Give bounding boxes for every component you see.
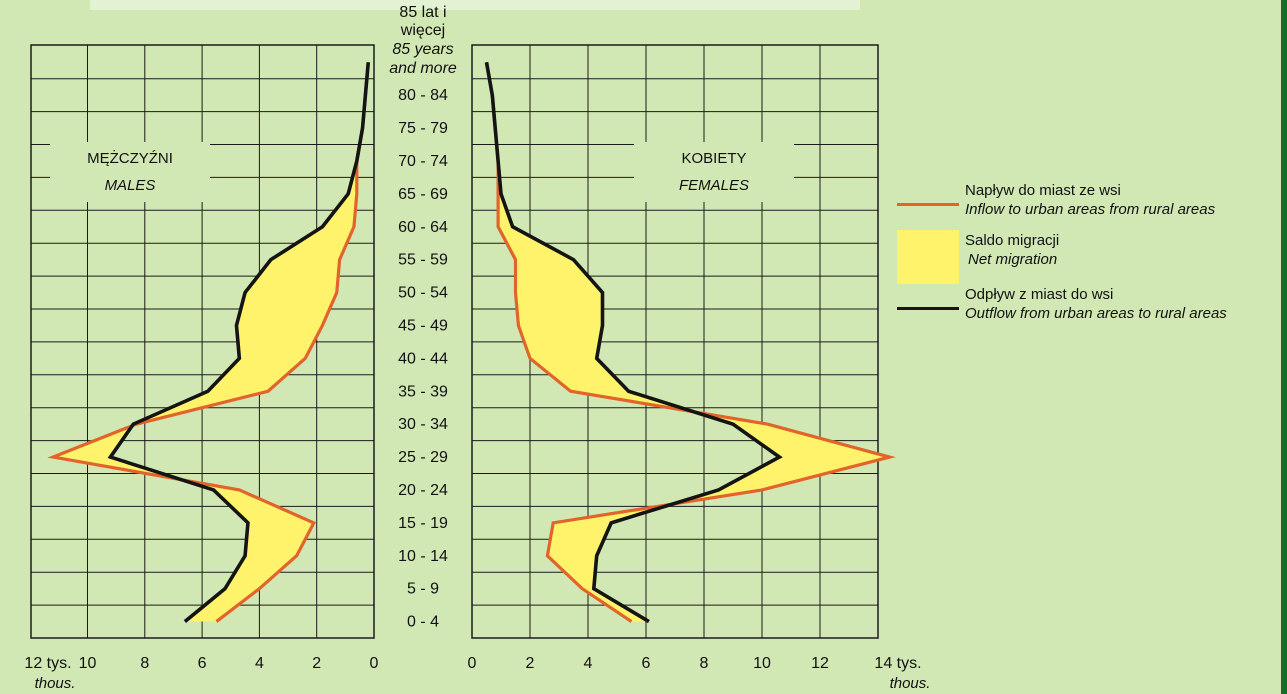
x-tick-label-females: 4 xyxy=(584,655,593,672)
legend: Napływ do miast ze wsi Inflow to urban a… xyxy=(897,180,1287,334)
x-tick-label-males: 4 xyxy=(255,655,264,672)
x-tick-label-females: 14 tys. xyxy=(874,655,921,672)
right-edge-bar xyxy=(1281,0,1287,694)
age-label: 5 - 9 xyxy=(407,581,439,598)
x-unit-females: thous. xyxy=(890,675,931,692)
females-label-subtitle: FEMALES xyxy=(679,177,749,194)
females-panel xyxy=(471,44,879,639)
x-tick-label-females: 6 xyxy=(642,655,651,672)
x-tick-label-males: 0 xyxy=(370,655,379,672)
age-label: 20 - 24 xyxy=(398,482,448,499)
legend-outflow-en: Outflow from urban areas to rural areas xyxy=(965,305,1227,322)
age-label: 45 - 49 xyxy=(398,317,448,334)
legend-item-inflow: Napływ do miast ze wsi Inflow to urban a… xyxy=(897,180,1287,230)
x-tick-label-females: 0 xyxy=(468,655,477,672)
age-label: 15 - 19 xyxy=(398,515,448,532)
age-label: 55 - 59 xyxy=(398,252,448,269)
x-tick-label-females: 10 xyxy=(753,655,771,672)
age-label: 40 - 44 xyxy=(398,350,448,367)
females-label-bg xyxy=(634,142,794,202)
x-tick-label-females: 8 xyxy=(700,655,709,672)
legend-swatch-outflow xyxy=(897,307,959,310)
legend-inflow-pl: Napływ do miast ze wsi xyxy=(965,182,1121,199)
age-label: 80 - 84 xyxy=(398,87,448,104)
legend-net-pl: Saldo migracji xyxy=(965,232,1060,249)
age-label: 25 - 29 xyxy=(398,449,448,466)
x-tick-label-males: 8 xyxy=(140,655,149,672)
age-label: 30 - 34 xyxy=(398,416,448,433)
males-label-subtitle: MALES xyxy=(105,177,156,194)
legend-net-en: Net migration xyxy=(968,251,1058,268)
males-net-area xyxy=(53,62,369,622)
legend-item-outflow: Odpływ z miast do wsi Outflow from urban… xyxy=(897,284,1287,334)
x-tick-label-males: 12 tys. xyxy=(24,655,71,672)
x-tick-label-females: 2 xyxy=(526,655,535,672)
males-label-title: MĘŻCZYŹNI xyxy=(87,149,173,167)
age-label: 50 - 54 xyxy=(398,285,448,302)
age-top-label: 85 lat i xyxy=(399,4,446,21)
legend-item-net: Saldo migracji Net migration xyxy=(897,230,1287,284)
legend-swatch-net xyxy=(897,230,959,284)
x-tick-label-males: 6 xyxy=(198,655,207,672)
legend-swatch-inflow xyxy=(897,203,959,206)
females-label-title: KOBIETY xyxy=(681,150,746,167)
legend-inflow-en: Inflow to urban areas from rural areas xyxy=(965,201,1216,218)
age-label: 65 - 69 xyxy=(398,186,448,203)
legend-outflow-pl: Odpływ z miast do wsi xyxy=(965,286,1114,303)
males-outflow-line xyxy=(107,62,371,623)
x-tick-label-males: 10 xyxy=(79,655,97,672)
age-label: 75 - 79 xyxy=(398,120,448,137)
males-panel xyxy=(30,44,375,639)
age-top-label: więcej xyxy=(400,22,445,39)
age-label: 60 - 64 xyxy=(398,219,448,236)
x-unit-males: thous. xyxy=(35,675,76,692)
age-top-label: and more xyxy=(389,60,457,77)
age-label: 0 - 4 xyxy=(407,614,439,631)
top-strip xyxy=(90,0,860,10)
x-tick-label-females: 12 xyxy=(811,655,829,672)
age-top-label: 85 years xyxy=(392,41,453,58)
x-tick-label-males: 2 xyxy=(312,655,321,672)
age-label: 10 - 14 xyxy=(398,548,448,565)
age-label: 70 - 74 xyxy=(398,153,448,170)
age-label: 35 - 39 xyxy=(398,383,448,400)
males-label-bg xyxy=(50,142,210,202)
females-outflow-line xyxy=(484,61,783,624)
